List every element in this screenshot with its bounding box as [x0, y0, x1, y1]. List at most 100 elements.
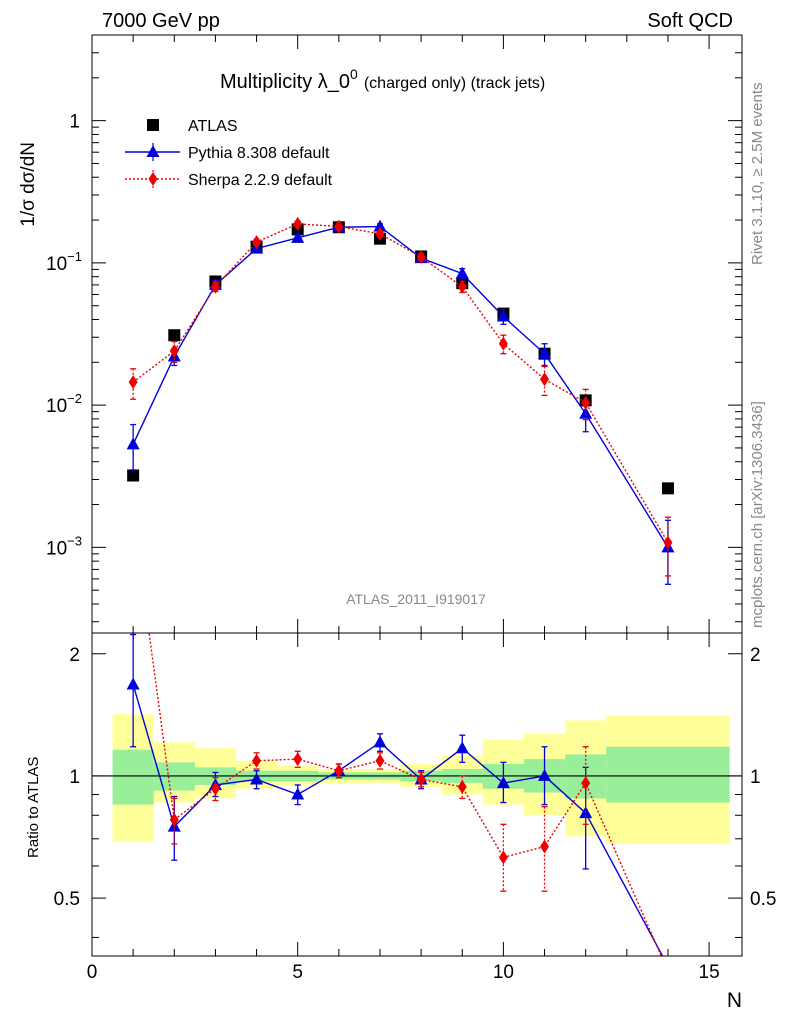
ratio-x-tick-label: 0: [87, 962, 98, 983]
ratio-data-point: [250, 772, 264, 785]
main-data-point: [661, 482, 674, 495]
main-data-point: [252, 235, 262, 250]
main-series-0: [127, 221, 674, 495]
main-data-point: [579, 406, 593, 419]
ratio-y-tick-label: 0.5: [54, 889, 80, 910]
ratio-data-point: [126, 677, 140, 690]
ratio-ylabel: Ratio to ATLAS: [25, 757, 42, 858]
ratio-data-point: [375, 753, 385, 768]
ratio-y-tick-label-right: 0.5: [750, 889, 776, 910]
ratio-error-bar: [130, 633, 137, 748]
ratio-data-point: [538, 768, 552, 781]
main-data-point: [168, 329, 181, 342]
ratio-data-point: [457, 779, 467, 794]
ratio-y-tick-label-right: 1: [750, 767, 761, 788]
main-data-point: [457, 279, 467, 294]
rivet-label: Rivet 3.1.10, ≥ 2.5M events: [749, 83, 766, 266]
ratio-error-bar: [212, 777, 219, 802]
main-series-1: [126, 219, 675, 585]
main-data-point: [128, 375, 138, 390]
ratio-x-tick-label: 15: [699, 962, 720, 983]
main-data-point: [126, 437, 140, 450]
main-error-bar: [541, 365, 548, 397]
ratio-band-inner: [606, 746, 730, 803]
main-data-point: [455, 266, 469, 279]
legend-entry: ATLAS: [147, 118, 238, 135]
ratio-data-point: [293, 752, 303, 767]
header-left: 7000 GeV pp: [102, 10, 220, 32]
legend-label: Pythia 8.308 default: [188, 145, 330, 162]
main-data-point: [538, 346, 552, 359]
main-y-tick-label: 1: [69, 112, 80, 133]
ratio-data-point: [498, 850, 508, 865]
ratio-x-tick-label: 10: [493, 962, 514, 983]
main-data-point: [127, 469, 140, 482]
ratio-data-point: [496, 776, 510, 789]
ratio-band-inner: [112, 749, 154, 805]
main-data-point: [498, 336, 508, 351]
main-y-tick-base: 10: [46, 538, 67, 559]
source-label: mcplots.cern.ch [arXiv:1306.3436]: [749, 401, 766, 628]
main-data-point: [169, 344, 179, 359]
main-y-tick-base: 10: [46, 254, 67, 275]
main-data-point: [540, 372, 550, 387]
legend-marker: [147, 119, 159, 131]
main-series-line: [132, 223, 669, 543]
main-title-sup: 0: [350, 66, 358, 82]
legend-marker: [146, 145, 160, 157]
main-y-tick-label: 10−1: [46, 249, 82, 275]
ratio-data-point: [373, 735, 387, 748]
header-right: Soft QCD: [647, 10, 733, 32]
ratio-data-point: [169, 812, 179, 827]
ratio-data-point: [455, 741, 469, 754]
main-error-bar: [130, 368, 137, 400]
main-title: Multiplicity λ_00 (charged only) (track j…: [220, 66, 545, 93]
ratio-y-tick-label: 2: [69, 645, 80, 666]
main-plot-panel: 10−310−210−11 1/σ dσ/dN Multiplicity λ_0…: [18, 34, 743, 634]
ratio-error-bar: [171, 797, 178, 845]
main-data-point: [334, 219, 344, 234]
main-data-point: [291, 230, 305, 243]
legend-entry: Sherpa 2.2.9 default: [125, 170, 333, 189]
ratio-data-point: [416, 772, 426, 787]
main-data-point: [496, 309, 510, 322]
main-data-point: [416, 249, 426, 264]
legend-entry: Pythia 8.308 default: [125, 143, 330, 162]
main-y-tick-exp: −2: [67, 391, 82, 406]
legend-label: ATLAS: [188, 118, 238, 135]
main-data-point: [581, 395, 591, 410]
legend-label: Sherpa 2.2.9 default: [188, 172, 333, 189]
ratio-x-tick-label: 5: [292, 962, 303, 983]
legend: ATLAS Pythia 8.308 default Sherpa 2.2.9 de…: [125, 118, 333, 189]
main-y-tick-exp: −3: [67, 533, 82, 548]
ratio-data-point: [334, 763, 344, 778]
legend-marker: [148, 172, 158, 186]
main-data-point: [663, 535, 673, 550]
ratio-error-bar: [541, 806, 548, 892]
main-ylabel: 1/σ dσ/dN: [18, 142, 39, 227]
main-data-point: [373, 219, 387, 232]
ratio-plot-panel: 0 5 10 15 0.5 0.5 1 1 2 2 Ratio to ATLAS N: [25, 632, 776, 1012]
ratio-data-point: [210, 781, 220, 796]
ratio-data-point: [291, 787, 305, 800]
ratio-xlabel: N: [727, 989, 742, 1012]
main-title-text: Multiplicity λ_0: [220, 71, 350, 93]
main-error-bar: [582, 388, 589, 421]
main-error-bar: [171, 340, 178, 363]
main-series-line: [132, 225, 669, 548]
ratio-error-bar: [459, 775, 466, 800]
main-series-2: [128, 216, 673, 577]
ratio-series-1: [148, 633, 663, 956]
main-y-tick-label: 10−2: [46, 391, 82, 417]
ratio-error-bar: [418, 771, 425, 788]
main-y-tick-exp: −1: [67, 249, 82, 264]
main-y-tick-label: 10−3: [46, 533, 82, 559]
watermark: ATLAS_2011_I919017: [346, 591, 486, 607]
ratio-error-bar: [582, 746, 589, 825]
ratio-data-point: [581, 776, 591, 791]
ratio-y-tick-label: 1: [69, 767, 80, 788]
ratio-data-point: [540, 839, 550, 854]
main-title-suffix: (charged only) (track jets): [364, 75, 545, 92]
main-data-point: [210, 279, 220, 294]
